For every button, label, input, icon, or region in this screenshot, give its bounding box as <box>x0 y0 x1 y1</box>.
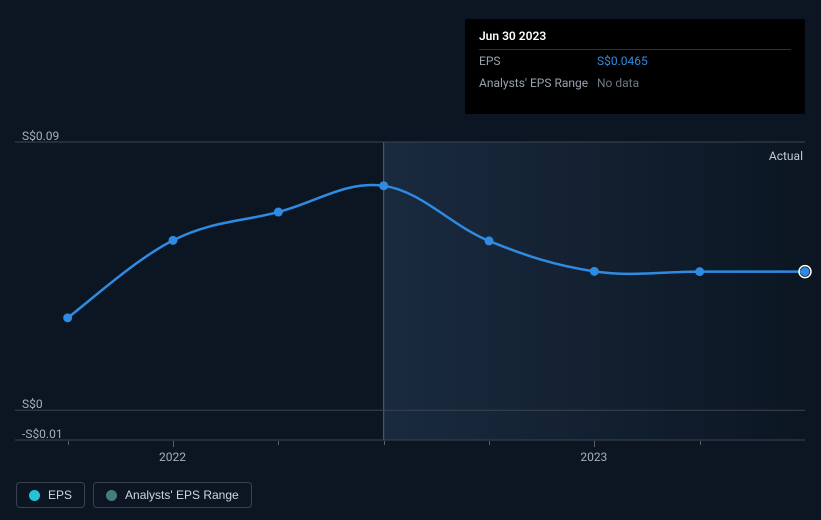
x-axis-minor-tick <box>278 441 279 445</box>
legend-label: EPS <box>48 488 72 502</box>
tooltip-key: Analysts' EPS Range <box>479 76 597 90</box>
tooltip-date: Jun 30 2023 <box>479 27 791 49</box>
legend-item-eps[interactable]: EPS <box>16 482 85 508</box>
x-axis-minor-tick <box>384 441 385 445</box>
tooltip-key: EPS <box>479 54 597 68</box>
y-axis-label: S$0 <box>22 397 43 411</box>
x-axis-label: 2023 <box>580 450 607 464</box>
x-axis-tick <box>594 441 595 447</box>
x-axis-minor-tick <box>700 441 701 445</box>
legend-swatch-icon <box>106 490 117 501</box>
tooltip-row-eps: EPS S$0.0465 <box>479 50 791 72</box>
legend-swatch-icon <box>29 490 40 501</box>
zone-label-actual: Actual <box>769 149 803 163</box>
chart-tooltip: Jun 30 2023 EPS S$0.0465 Analysts' EPS R… <box>465 19 805 114</box>
legend-item-range[interactable]: Analysts' EPS Range <box>93 482 252 508</box>
y-axis-label: -S$0.01 <box>22 427 63 441</box>
tooltip-value: S$0.0465 <box>597 54 791 68</box>
x-axis-minor-tick <box>68 441 69 445</box>
x-axis-tick <box>173 441 174 447</box>
x-axis-minor-tick <box>489 441 490 445</box>
y-axis-label: S$0.09 <box>22 129 59 143</box>
legend-label: Analysts' EPS Range <box>125 488 239 502</box>
tooltip-value: No data <box>597 76 791 90</box>
tooltip-row-range: Analysts' EPS Range No data <box>479 72 791 94</box>
x-axis-label: 2022 <box>159 450 186 464</box>
chart-legend: EPS Analysts' EPS Range <box>16 482 252 508</box>
